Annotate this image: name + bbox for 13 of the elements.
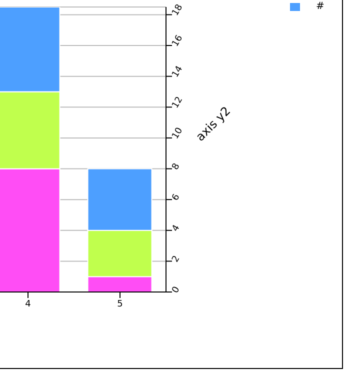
y2-tick-label: 0	[170, 284, 182, 296]
y2-axis-title: axis y2	[193, 104, 234, 144]
x-tick-label: 5	[117, 299, 123, 310]
y2-tick-label: 2	[170, 254, 182, 264]
y2-tick-label: 8	[170, 162, 182, 172]
y2-tick-label: 16	[170, 33, 186, 49]
y2-tick-label: 10	[170, 126, 186, 142]
y2-tick-label: 4	[170, 223, 182, 234]
y2-tick-label: 6	[170, 192, 182, 203]
y2-tick-label: 12	[170, 95, 186, 110]
legend-label: #	[316, 1, 324, 12]
y2-tick-label: 18	[170, 2, 186, 18]
y2-tick-label: 14	[170, 64, 186, 80]
